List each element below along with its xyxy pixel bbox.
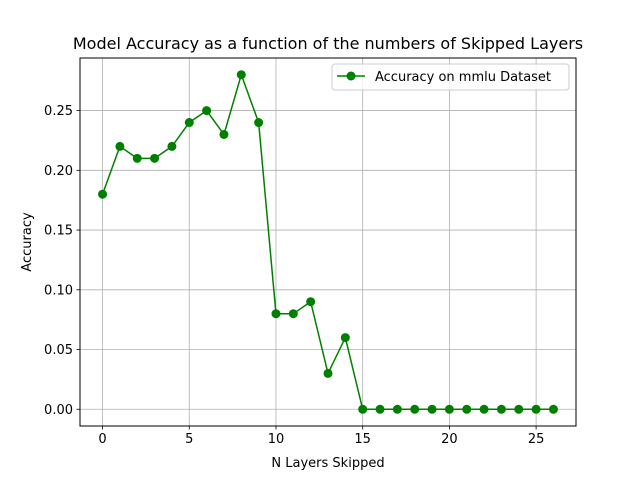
data-point: [150, 153, 160, 163]
legend-label: Accuracy on mmlu Dataset: [375, 70, 551, 85]
data-point: [514, 404, 524, 414]
data-point: [236, 70, 246, 80]
y-axis-label: Accuracy: [20, 212, 35, 272]
data-point: [115, 141, 125, 151]
data-point: [98, 189, 108, 199]
data-point: [444, 404, 454, 414]
data-point: [132, 153, 142, 163]
y-tick-label: 0.25: [44, 104, 73, 119]
axis-ticks: 0 5 10 15 20 25 0.00 0.05 0.10 0.15 0.20 0.25: [44, 104, 544, 447]
x-tick-label: 20: [441, 432, 458, 447]
x-tick-label: 5: [185, 432, 193, 447]
data-point: [358, 404, 368, 414]
data-point: [202, 106, 212, 116]
data-point: [167, 141, 177, 151]
data-point: [340, 333, 350, 343]
data-point: [323, 368, 333, 378]
data-point: [306, 297, 316, 307]
x-tick-label: 25: [528, 432, 545, 447]
data-point: [288, 309, 298, 319]
y-tick-label: 0.15: [44, 224, 73, 239]
y-tick-label: 0.10: [44, 283, 73, 298]
y-tick-label: 0.00: [44, 403, 73, 418]
x-axis-label: N Layers Skipped: [271, 456, 384, 471]
grid-lines: [80, 58, 576, 426]
data-point: [479, 404, 489, 414]
data-point: [548, 404, 558, 414]
data-point: [462, 404, 472, 414]
legend: Accuracy on mmlu Dataset: [331, 63, 570, 91]
data-point: [219, 129, 229, 139]
data-point: [392, 404, 402, 414]
data-point: [375, 404, 385, 414]
data-point: [496, 404, 506, 414]
chart-title: Model Accuracy as a function of the numb…: [73, 34, 583, 53]
data-point: [271, 309, 281, 319]
x-tick-label: 0: [98, 432, 106, 447]
data-point: [427, 404, 437, 414]
data-point: [410, 404, 420, 414]
x-tick-label: 10: [268, 432, 285, 447]
data-point: [531, 404, 541, 414]
plot-area-frame: [79, 57, 577, 427]
data-point: [184, 118, 194, 128]
legend-box: [331, 63, 570, 91]
legend-marker: [346, 71, 356, 81]
y-tick-label: 0.20: [44, 164, 73, 179]
x-tick-label: 15: [354, 432, 371, 447]
data-point: [254, 118, 264, 128]
y-tick-label: 0.05: [44, 343, 73, 358]
series-layer: [98, 70, 558, 414]
